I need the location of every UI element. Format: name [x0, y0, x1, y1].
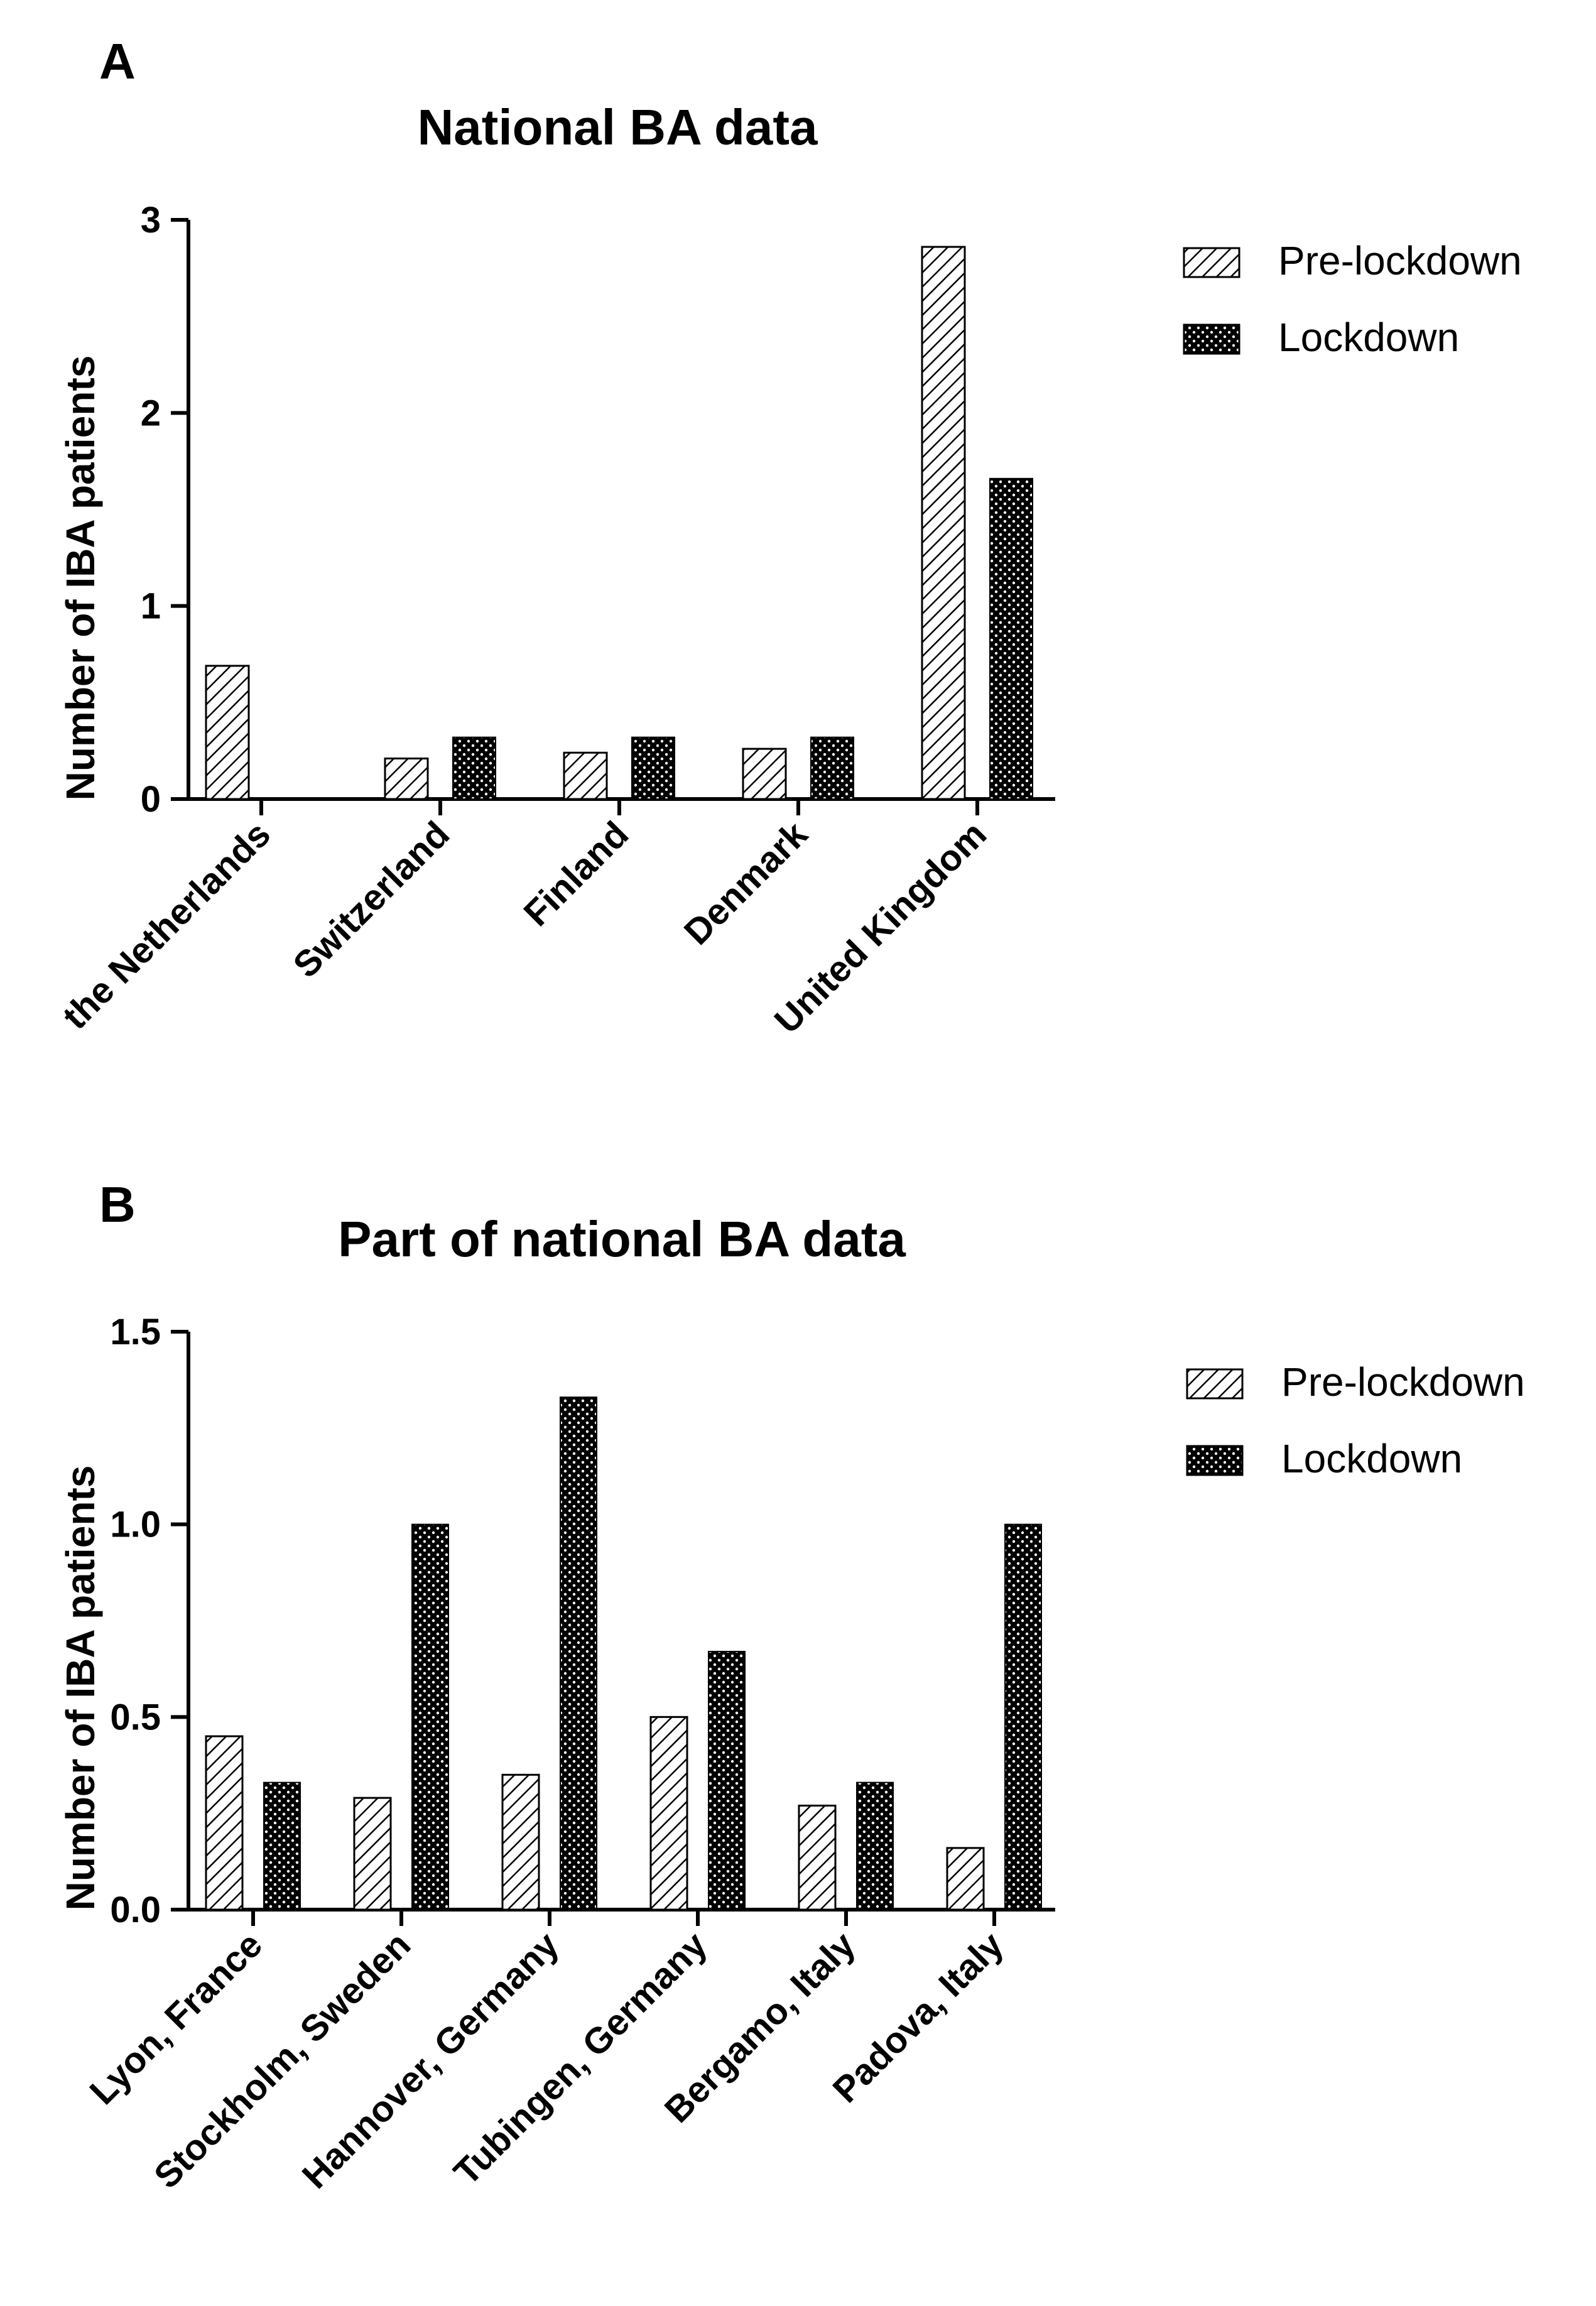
- panel-b-y-axis-title: Number of IBA patients: [58, 1466, 103, 1911]
- panel-b-legend-label-pre-lockdown: Pre-lockdown: [1281, 1359, 1525, 1405]
- panel-b-bar-pre-lockdown: [205, 1735, 244, 1911]
- panel-a-chart: 0 1 2 3 the Netherlands Switzerland Finland Den…: [55, 200, 1521, 1042]
- panel-a-category-label: Finland: [516, 813, 636, 934]
- panel-b-y-tick-label: 1.5: [110, 1312, 161, 1352]
- panel-b-bar-lockdown: [708, 1651, 746, 1910]
- panel-b-bar-pre-lockdown: [946, 1847, 985, 1911]
- panel-a-bar-lockdown: [452, 736, 496, 800]
- panel-b-title: Part of national BA data: [338, 1211, 906, 1267]
- panel-b-bar-pre-lockdown: [353, 1797, 392, 1911]
- panel-b-y-tick-label: 1.0: [110, 1504, 161, 1545]
- panel-a-legend-swatch-lockdown: [1183, 324, 1240, 355]
- panel-a-category-label: Switzerland: [285, 813, 457, 986]
- panel-a-y-tick-label: 1: [141, 586, 161, 627]
- panel-b-bar-lockdown: [411, 1523, 449, 1911]
- panel-a-y-tick-label: 3: [141, 200, 161, 241]
- panel-a-title: National BA data: [417, 99, 818, 155]
- panel-b-bar-lockdown: [263, 1781, 301, 1911]
- panel-a-bar-pre-lockdown: [921, 246, 966, 800]
- panel-a-bar-pre-lockdown: [384, 757, 429, 800]
- panel-b-y-tick-label: 0.0: [110, 1890, 161, 1930]
- panel-a-y-tick-label: 0: [141, 779, 161, 820]
- panel-b-category-label: Tubingen, Germany: [446, 1924, 715, 2193]
- panel-b-label: B: [99, 1177, 136, 1232]
- panel-b-y-tick-label: 0.5: [110, 1697, 161, 1738]
- panel-b-bar-pre-lockdown: [501, 1773, 540, 1911]
- panel-a-bar-lockdown: [810, 736, 854, 800]
- panel-a-category-label: Denmark: [676, 813, 816, 953]
- panel-b-bar-lockdown: [1004, 1523, 1042, 1911]
- panel-a-y-tick-label: 2: [141, 393, 161, 433]
- panel-a-legend-label-pre-lockdown: Pre-lockdown: [1278, 238, 1522, 283]
- panel-b-bar-lockdown: [856, 1781, 894, 1911]
- panel-a-bar-pre-lockdown: [742, 748, 787, 800]
- panel-a-bar-pre-lockdown: [205, 665, 250, 800]
- panel-a-legend-label-lockdown: Lockdown: [1278, 315, 1459, 360]
- panel-b-bar-pre-lockdown: [798, 1804, 837, 1911]
- panel-a-label: A: [99, 33, 136, 89]
- panel-a-bar-lockdown: [989, 477, 1033, 800]
- panel-a-y-axis-title: Number of IBA patients: [58, 356, 103, 801]
- panel-a-bar-lockdown: [631, 736, 675, 800]
- panel-b-legend-swatch-pre-lockdown: [1186, 1368, 1244, 1400]
- panel-b-legend-label-lockdown: Lockdown: [1281, 1436, 1462, 1481]
- panel-b-bar-lockdown: [560, 1396, 597, 1910]
- panel-a-legend-swatch-pre-lockdown: [1183, 247, 1240, 278]
- panel-a-category-label: the Netherlands: [55, 813, 278, 1037]
- panel-b-category-label: Hannover, Germany: [295, 1924, 567, 2196]
- panel-b-category-label: Stockholm, Sweden: [146, 1924, 418, 2196]
- panel-b-bar-pre-lockdown: [649, 1716, 688, 1911]
- panel-b-legend-swatch-lockdown: [1186, 1445, 1244, 1476]
- panel-a-bar-pre-lockdown: [563, 751, 608, 800]
